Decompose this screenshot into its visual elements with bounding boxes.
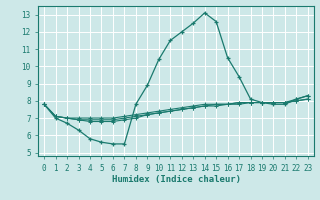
X-axis label: Humidex (Indice chaleur): Humidex (Indice chaleur) — [111, 175, 241, 184]
